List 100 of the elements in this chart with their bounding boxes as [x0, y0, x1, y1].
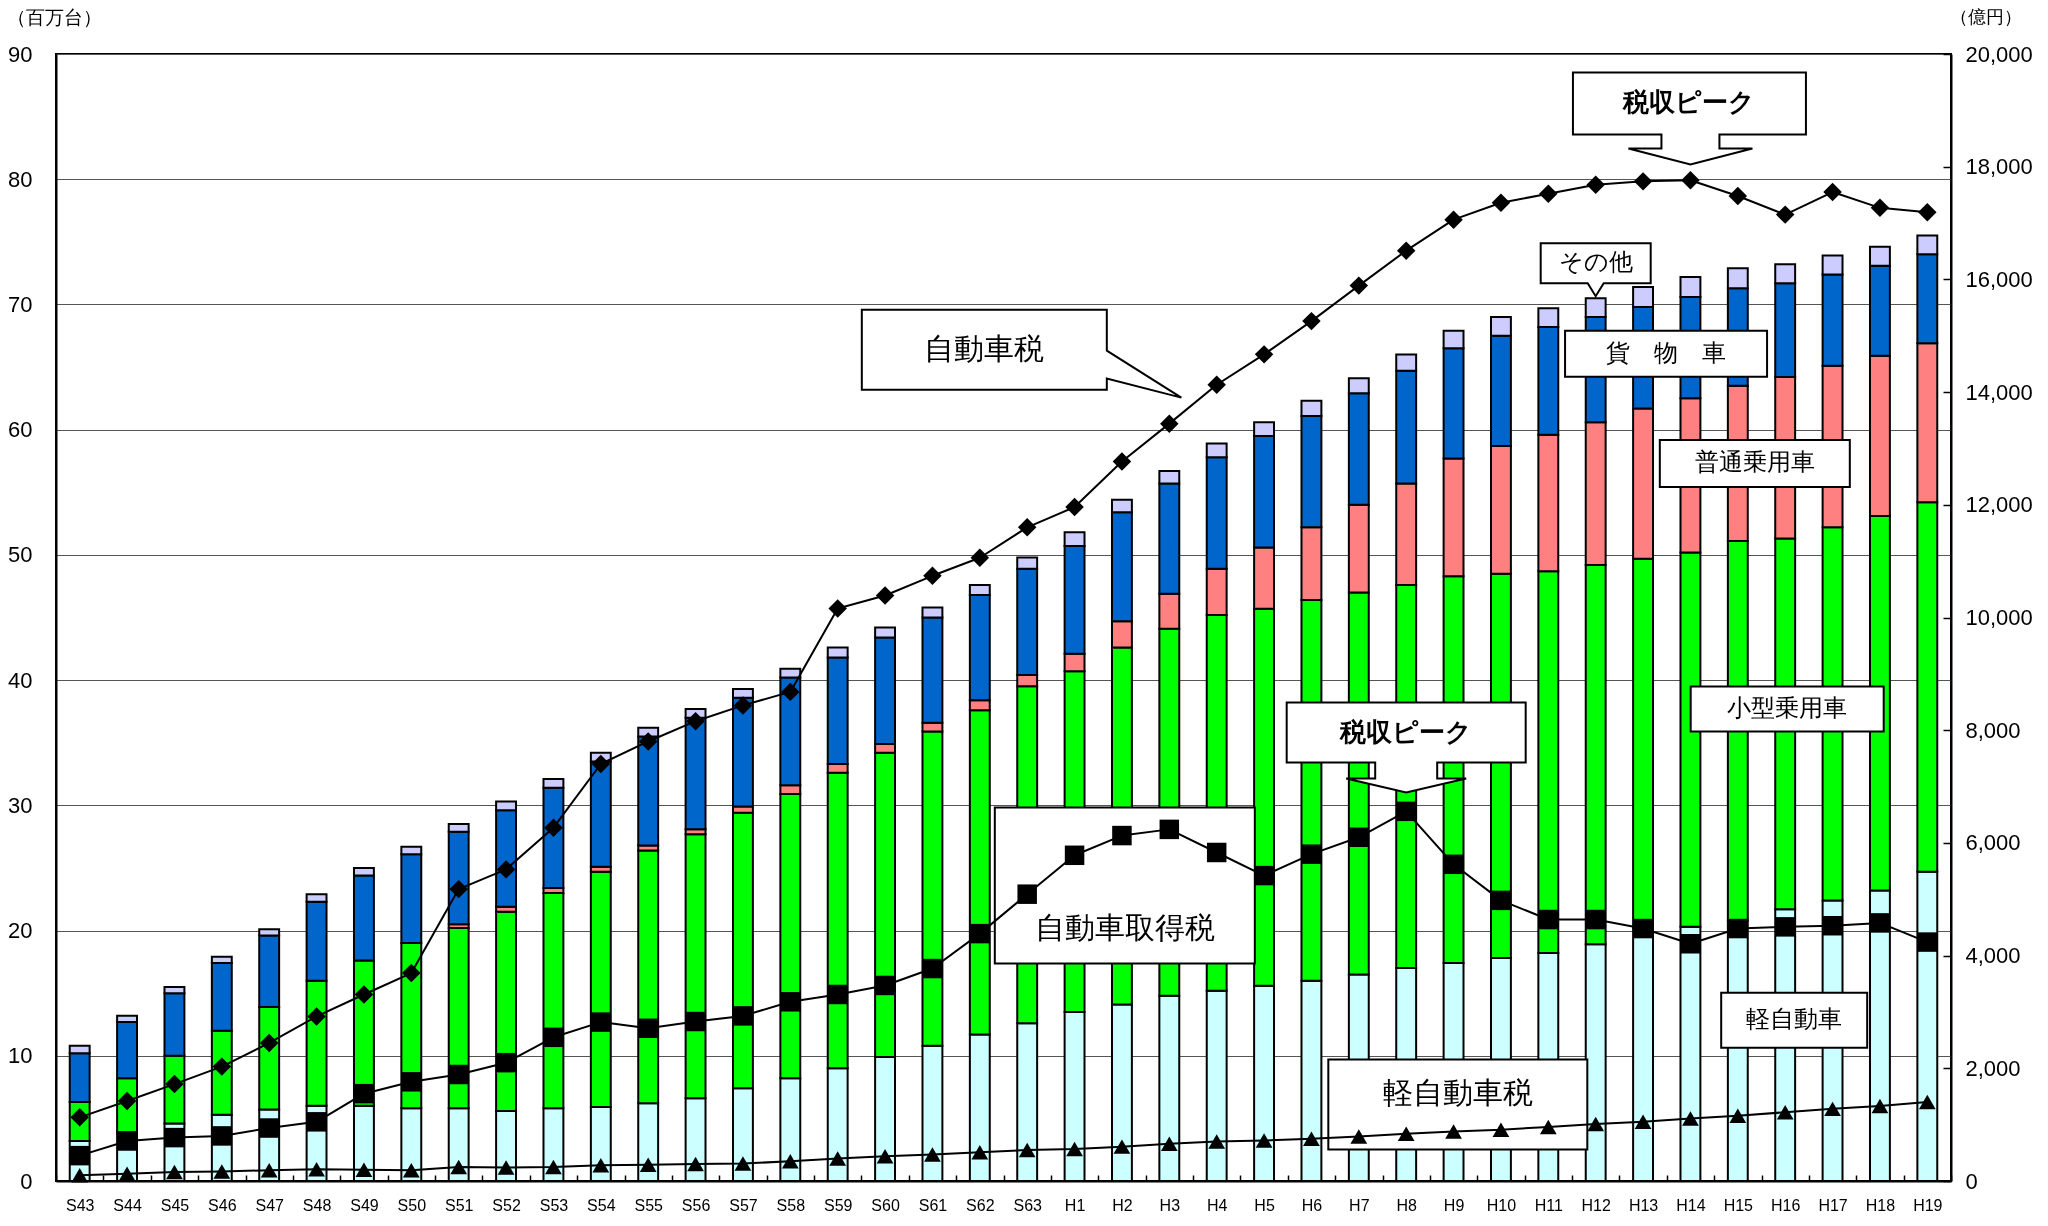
point: [118, 1166, 136, 1181]
x-tick-label: H6: [1301, 1196, 1323, 1214]
y-tick-label: 30: [8, 792, 33, 818]
x-tick-label: H1: [1064, 1196, 1086, 1214]
point: [1396, 241, 1416, 260]
point: [638, 1018, 658, 1039]
y2-tick-label: 8,000: [1965, 717, 2021, 743]
y2-tick-label: 2,000: [1965, 1055, 2021, 1081]
y2-tick-label: 16,000: [1965, 266, 2033, 292]
point: [259, 1033, 279, 1053]
x-tick-label: S63: [1013, 1196, 1043, 1214]
y-tick-label: 10: [8, 1043, 33, 1069]
point: [1113, 1139, 1131, 1154]
point: [355, 1162, 373, 1177]
x-tick-label: H2: [1112, 1196, 1133, 1214]
x-tick-label: S53: [539, 1196, 569, 1214]
series-label: 普通乗用車: [1694, 448, 1815, 477]
x-tick-label: H18: [1865, 1196, 1896, 1214]
x-tick-label: H17: [1818, 1196, 1848, 1214]
point: [734, 1156, 752, 1171]
x-tick-label: S59: [823, 1196, 853, 1214]
point: [1681, 171, 1700, 190]
point: [1017, 518, 1037, 537]
y2-tick-label: 4,000: [1965, 943, 2021, 969]
point: [686, 711, 705, 731]
point: [496, 860, 516, 879]
point: [1160, 1136, 1178, 1152]
y-tick-label: 50: [8, 542, 33, 568]
point: [1776, 1105, 1794, 1120]
x-tick-label: S46: [208, 1196, 237, 1214]
point: [1254, 865, 1274, 886]
point: [1824, 1101, 1841, 1117]
y-tick-label: 80: [8, 166, 33, 192]
y2-tick-label: 6,000: [1965, 830, 2021, 856]
point: [687, 1156, 704, 1172]
point: [591, 1012, 611, 1032]
point: [1870, 198, 1890, 218]
x-tick-label: S52: [492, 1196, 521, 1214]
point: [828, 599, 847, 618]
point: [1301, 844, 1322, 864]
point: [1539, 184, 1558, 203]
x-tick-label: H3: [1159, 1196, 1181, 1214]
series-label: その他: [1558, 248, 1633, 277]
annotation: 税収ピーク: [1622, 87, 1756, 118]
series-label: 軽自動車税: [1382, 1075, 1533, 1111]
point: [876, 1148, 894, 1164]
series-label: 小型乗用車: [1727, 693, 1848, 722]
point: [781, 682, 800, 702]
point: [780, 992, 801, 1012]
point: [1728, 918, 1748, 939]
y2-tick-label: 12,000: [1965, 492, 2033, 518]
point: [1871, 1098, 1889, 1114]
point: [1729, 1108, 1747, 1123]
point: [1303, 1131, 1320, 1146]
point: [544, 818, 563, 837]
point: [1775, 917, 1795, 937]
point: [1728, 186, 1748, 206]
y2-tick-label: 14,000: [1965, 379, 2033, 405]
point: [733, 1006, 753, 1026]
y-tick-label: 70: [8, 291, 33, 317]
x-tick-label: H15: [1723, 1196, 1754, 1214]
point: [164, 1127, 185, 1148]
x-tick-label: H4: [1206, 1196, 1228, 1214]
text: 自動車税: [924, 330, 1045, 366]
point: [166, 1164, 183, 1180]
point: [1443, 854, 1464, 875]
point: [1491, 890, 1511, 911]
point: [875, 586, 895, 605]
point: [1018, 1142, 1036, 1158]
point: [685, 1011, 706, 1032]
annotation: 税収ピーク: [1339, 716, 1473, 747]
point: [1160, 414, 1179, 433]
point: [307, 1007, 326, 1026]
point: [1682, 1111, 1699, 1126]
x-tick-label: H9: [1443, 1196, 1465, 1214]
point: [1396, 801, 1416, 822]
point: [497, 1160, 515, 1175]
point: [1066, 1141, 1083, 1157]
x-tick-label: H10: [1486, 1196, 1517, 1214]
x-tick-label: H14: [1676, 1196, 1706, 1214]
point: [450, 1159, 468, 1175]
series-label: 自動車取得税: [1034, 909, 1215, 945]
x-tick-label: S45: [160, 1196, 190, 1214]
point: [545, 1159, 562, 1175]
point: [1822, 915, 1843, 936]
point: [733, 696, 753, 715]
point: [923, 566, 942, 586]
x-tick-label: S61: [918, 1196, 948, 1214]
point: [922, 958, 943, 979]
point: [970, 923, 990, 944]
point: [71, 1168, 89, 1183]
point: [781, 1154, 799, 1169]
x-tick-label: H7: [1349, 1196, 1370, 1214]
point: [212, 1126, 232, 1146]
y2-tick-label: 18,000: [1965, 154, 2033, 180]
point: [970, 548, 990, 567]
point: [1492, 1122, 1510, 1137]
x-tick-label: S48: [302, 1196, 332, 1214]
point: [875, 975, 895, 996]
x-tick-label: H16: [1771, 1196, 1801, 1214]
